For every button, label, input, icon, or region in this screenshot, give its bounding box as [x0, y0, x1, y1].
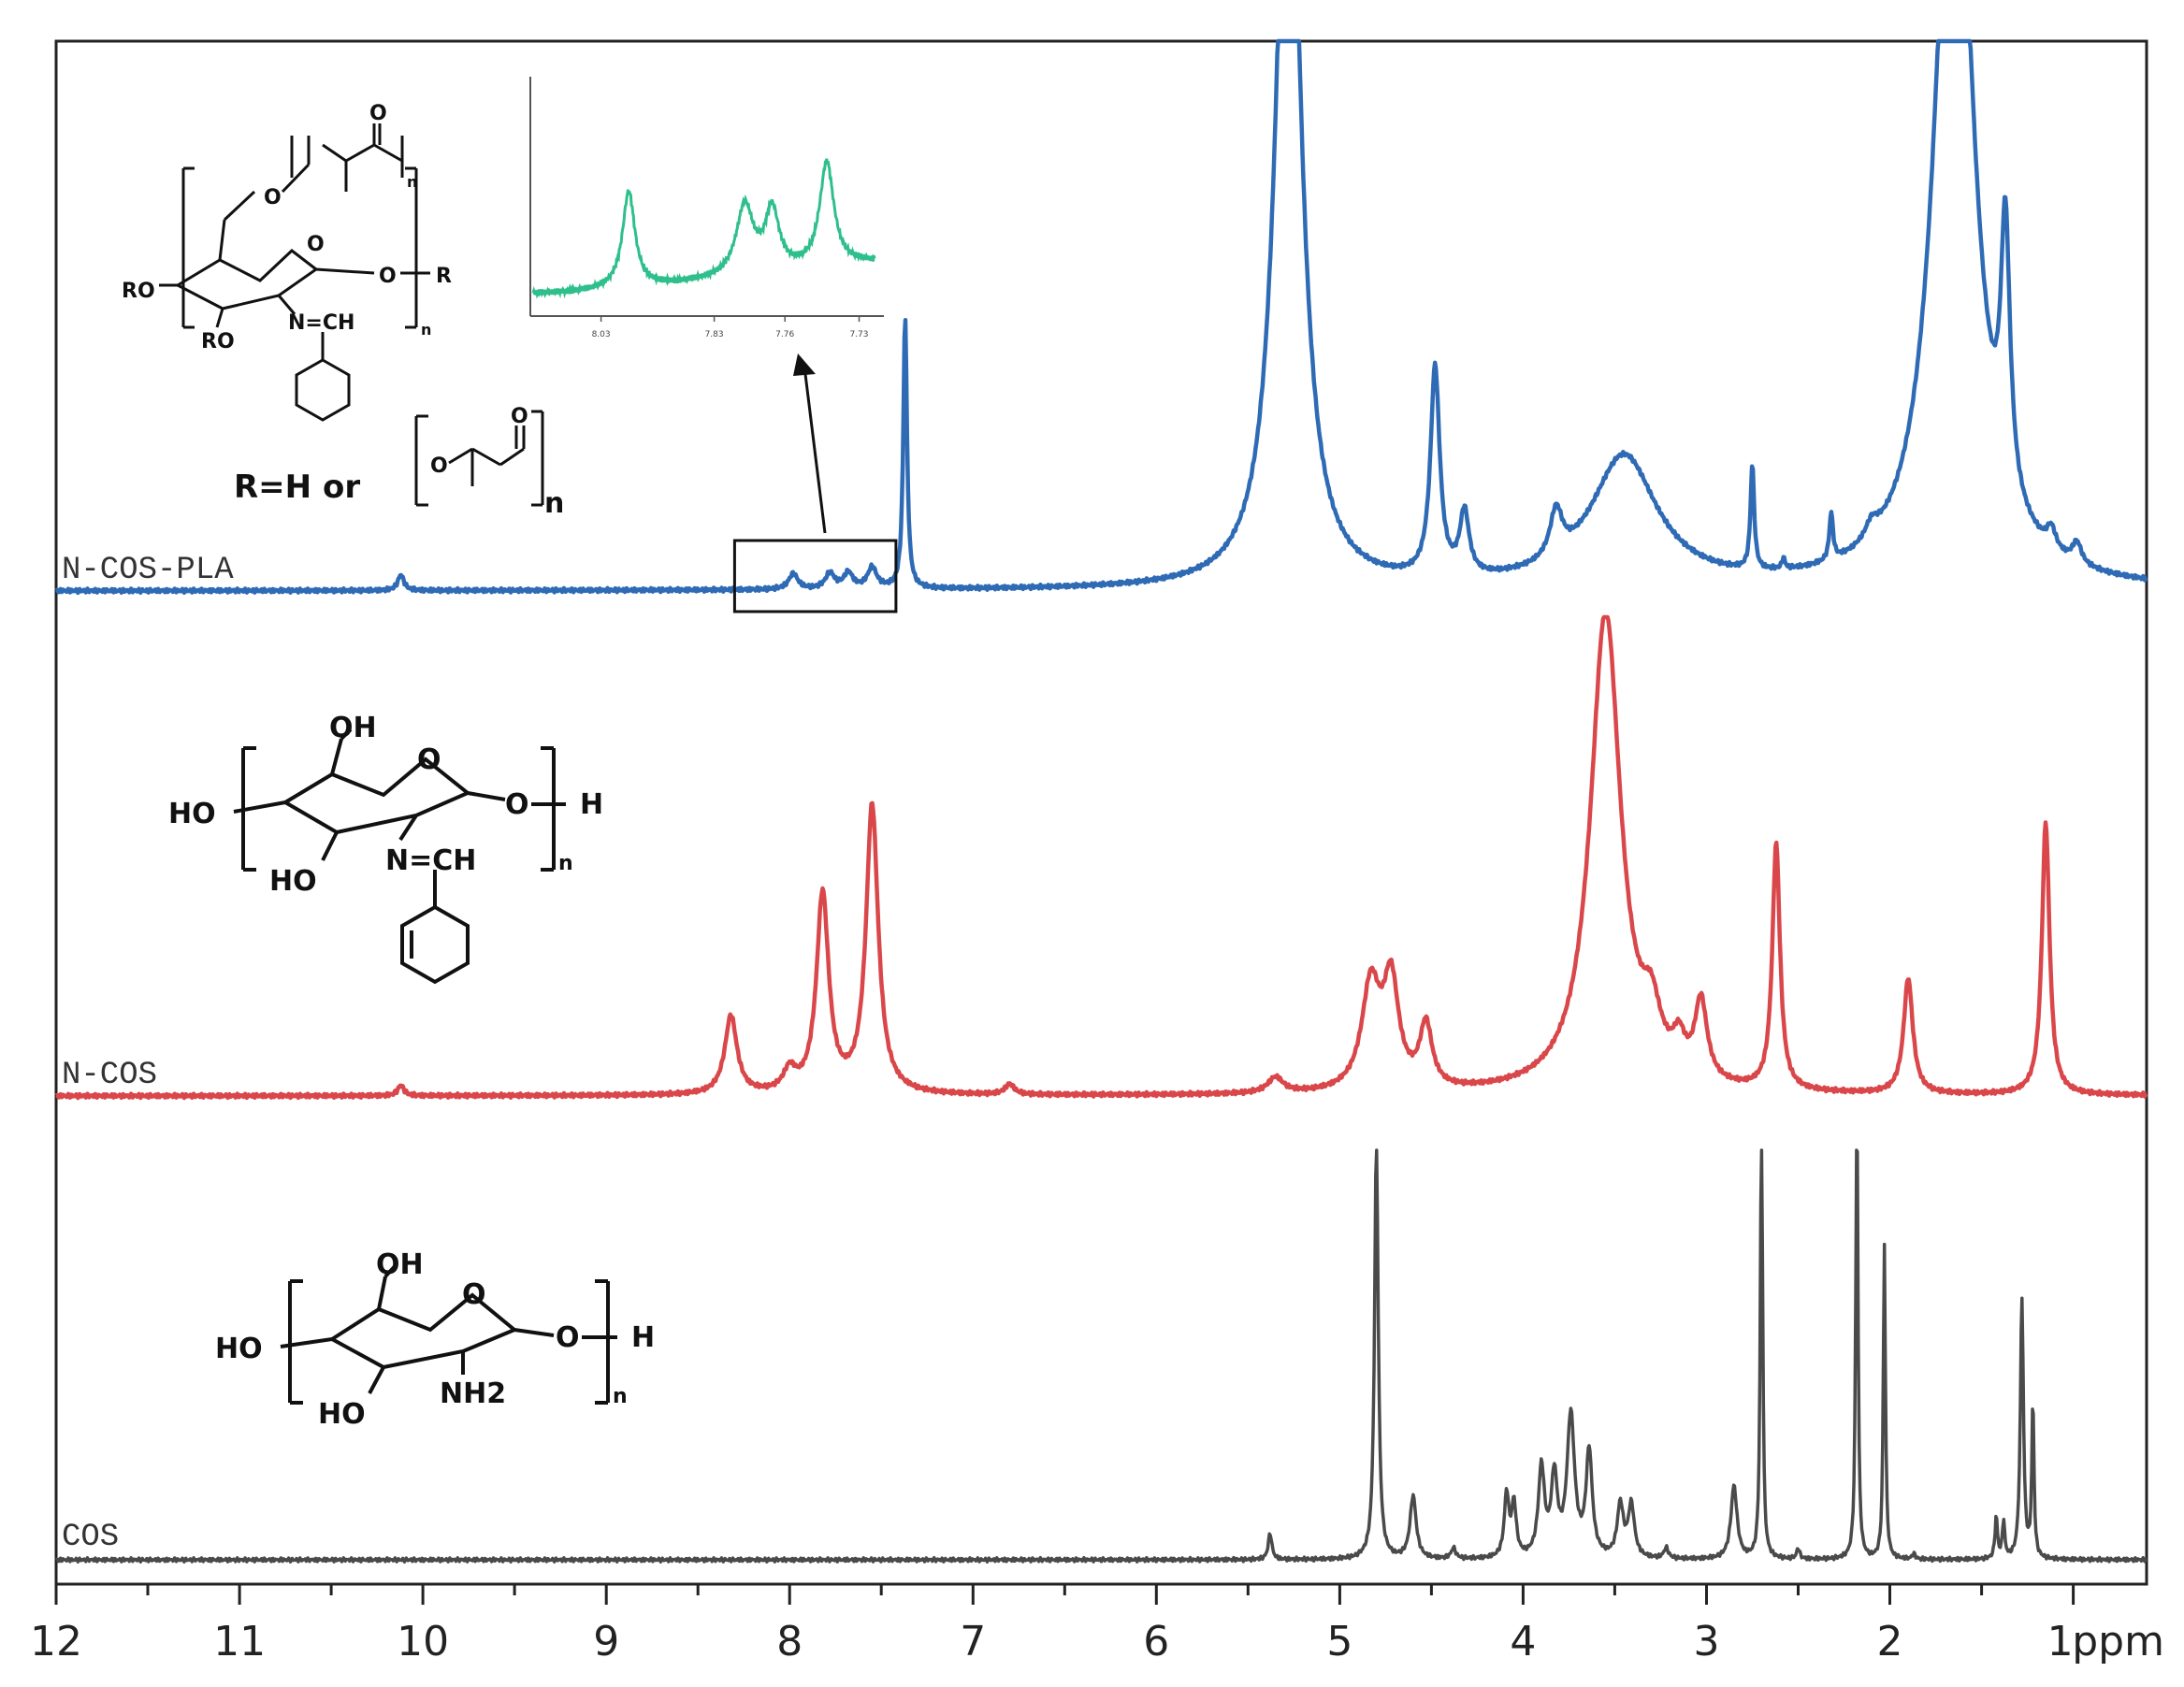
structure-n-cos-labels: OH O HO O H HO N=CH n — [168, 712, 603, 898]
pyranose-ring — [283, 757, 471, 835]
structure-cos — [280, 1262, 617, 1405]
h-right-label: H — [580, 788, 603, 821]
imine-label: N=CH — [385, 844, 476, 877]
ro-left-label: RO — [122, 280, 155, 303]
ho-bottom-label: HO — [318, 1398, 366, 1431]
amine-label: NH2 — [440, 1377, 506, 1410]
x-tick-label: 11 — [213, 1618, 266, 1665]
r-definition-prefix: R=H or — [234, 469, 360, 506]
spectrum-trace-n-cos-pla — [54, 38, 2148, 596]
spectrum-trace-cos — [54, 1148, 2148, 1564]
glyco-o-label: O — [505, 788, 529, 821]
ho-left-label: HO — [168, 798, 216, 830]
pla-n-label: n — [407, 173, 417, 191]
x-tick-label: 3 — [1694, 1618, 1720, 1665]
ho-bottom-label: HO — [269, 865, 317, 898]
repeat-n-label: n — [613, 1385, 628, 1408]
zoom-arrow-line — [803, 366, 827, 534]
oh-top-label: OH — [329, 712, 377, 744]
ro-bottom-label: RO — [201, 330, 235, 353]
spectra-layer — [54, 38, 2148, 1564]
pyranose-ring — [177, 249, 319, 310]
inset-tick-label: 8.03 — [592, 330, 611, 339]
x-tick-label: 7 — [960, 1618, 986, 1665]
pyranose-ring — [330, 1292, 518, 1370]
spectrum-cos — [54, 1148, 2148, 1564]
x-tick-label: 4 — [1510, 1618, 1536, 1665]
structure-n-cos — [233, 728, 566, 985]
x-unit-label: ppm — [2072, 1618, 2164, 1665]
x-tick-label: 12 — [30, 1618, 82, 1665]
pla-o-label: O — [264, 186, 282, 209]
h-right-label: H — [631, 1321, 655, 1354]
benzene-ring — [400, 904, 470, 985]
x-tick-label: 10 — [397, 1618, 449, 1665]
inset-ticks: 8.03 7.83 7.76 7.73 — [592, 316, 869, 339]
x-tick-label: 6 — [1143, 1618, 1169, 1665]
x-tick-label: 9 — [593, 1618, 619, 1665]
x-tick-label: 5 — [1326, 1618, 1352, 1665]
repeat-n-label: n — [421, 321, 431, 339]
inset-panel: 8.03 7.83 7.76 7.73 — [529, 77, 884, 339]
zoom-arrow-head — [793, 353, 816, 376]
benzene-ring — [295, 358, 351, 422]
ring-o-label: O — [307, 233, 325, 256]
inset-tick-label: 7.83 — [705, 330, 724, 339]
structure-n-cos-pla — [159, 123, 544, 507]
spectrum-n-cos-pla — [54, 38, 2148, 596]
ring-o-label: O — [417, 743, 441, 776]
x-tick-label: 1 — [2047, 1618, 2074, 1665]
spectrum-trace-n-cos — [54, 614, 2148, 1101]
repeat-n-label: n — [558, 852, 573, 875]
ho-left-label: HO — [215, 1333, 263, 1365]
x-tick-label: 8 — [776, 1618, 803, 1665]
pla-carbonyl-label: O — [369, 102, 387, 125]
structure-n-cos-pla-labels: RO RO O O O R N=CH n O n R=H or O O n — [122, 102, 564, 520]
inset-tick-label: 7.76 — [775, 330, 794, 339]
inset-tick-label: 7.73 — [849, 330, 868, 339]
structure-cos-labels: OH O HO O H HO NH2 n — [215, 1248, 655, 1431]
x-tick-label: 2 — [1877, 1618, 1903, 1665]
glyco-o-label: O — [556, 1321, 580, 1354]
oh-top-label: OH — [376, 1248, 424, 1281]
inset-trace — [531, 158, 876, 299]
spectrum-label-n-cos: N-COS — [62, 1058, 157, 1093]
r-def-carbonyl-label: O — [511, 405, 528, 428]
spectrum-n-cos — [54, 614, 2148, 1101]
r-right-label: R — [436, 265, 452, 288]
r-def-o-label: O — [430, 454, 448, 478]
plot-frame — [54, 39, 2148, 1586]
imine-label: N=CH — [288, 311, 354, 335]
glyco-o-label: O — [379, 265, 397, 288]
spectrum-label-n-cos-pla: N-COS-PLA — [62, 553, 234, 588]
ring-o-label: O — [462, 1278, 486, 1311]
spectrum-label-cos: COS — [62, 1520, 119, 1555]
r-def-n-label: n — [544, 487, 564, 520]
zoom-region-box — [732, 539, 898, 613]
